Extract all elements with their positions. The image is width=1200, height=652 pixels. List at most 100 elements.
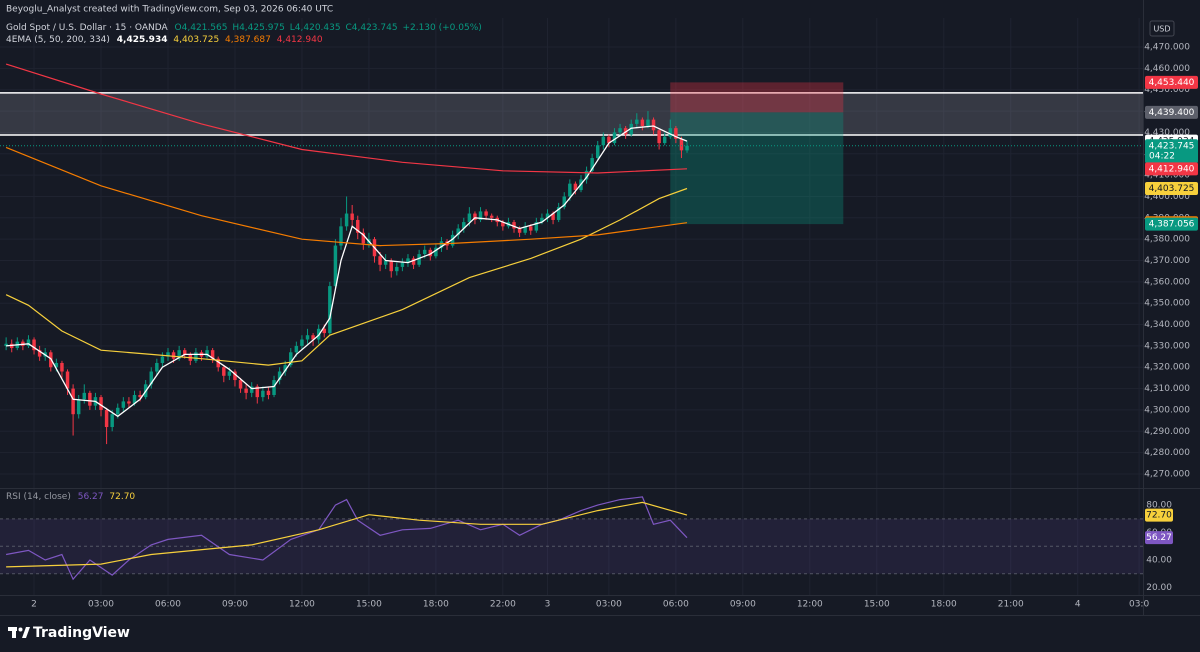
price-tag-label: 72.70 [1146, 511, 1172, 521]
y-tick-label: 4,370.000 [1144, 256, 1190, 266]
candle-body [411, 258, 416, 265]
candle-body [244, 388, 248, 393]
y-tick-label: 40.00 [1146, 556, 1172, 566]
y-tick-label: 4,290.000 [1144, 427, 1190, 437]
candle-body [205, 350, 209, 357]
candle-body [529, 226, 533, 231]
candle-body [104, 409, 109, 428]
candle-body [339, 226, 343, 246]
candle-body [618, 128, 622, 133]
ohlc-close: C4,423.745 [345, 23, 397, 33]
candle-body [389, 260, 393, 272]
candle-body [26, 339, 31, 346]
price-tag [1145, 105, 1198, 119]
candle-body [160, 356, 165, 363]
y-tick-label: 4,350.000 [1144, 299, 1190, 309]
y-tick-label: 4,330.000 [1144, 341, 1190, 351]
line [6, 501, 688, 568]
candle-body [183, 350, 187, 355]
candle-body [322, 328, 326, 334]
ema-value: 4,412.940 [277, 35, 323, 45]
candle-body [65, 371, 70, 389]
candle-body [4, 343, 8, 346]
y-tick-label: 4,450.000 [1144, 85, 1190, 95]
candle-body [328, 286, 332, 334]
candle-body [272, 380, 276, 395]
y-tick-label: 4,320.000 [1144, 363, 1190, 373]
x-tick-label: 12:00 [797, 600, 823, 610]
candle-body [333, 245, 338, 287]
ema-value: 4,387.687 [225, 35, 271, 45]
x-tick-label: 2 [31, 600, 37, 610]
rsi-value: 72.70 [109, 492, 135, 502]
y-tick-label: 4,400.000 [1144, 192, 1190, 202]
candle-body [674, 128, 678, 139]
plot-layer [0, 63, 1143, 581]
y-tick-label: 4,340.000 [1144, 320, 1190, 330]
x-tick-label: 4 [1075, 600, 1081, 610]
y-tick-label: 4,380.000 [1144, 235, 1190, 245]
line [5, 496, 688, 581]
candle-body [82, 392, 87, 400]
y-tick-label: 4,470.000 [1144, 43, 1190, 53]
candle-body [534, 222, 539, 231]
currency-button[interactable] [1149, 20, 1175, 37]
x-tick-label: 03:00 [88, 600, 114, 610]
candle-body [294, 345, 299, 353]
y-tick-label: 4,430.000 [1144, 128, 1190, 138]
candle-body [596, 145, 600, 159]
rsi-title: RSI (14, close) [6, 492, 71, 502]
candle-body [478, 211, 483, 220]
candle-body [155, 362, 159, 372]
candle-body [523, 226, 527, 233]
candle-body [110, 414, 114, 428]
x-tick-label: 15:00 [864, 600, 890, 610]
indicator-legend: 4EMA (5, 50, 200, 334) 4,425.934 4,403.7… [6, 35, 323, 45]
y-tick-label: 4,300.000 [1144, 405, 1190, 415]
price-tag [1145, 531, 1173, 545]
legend: Gold Spot / U.S. Dollar · 15 · OANDA O4,… [6, 23, 482, 33]
candle-body [255, 386, 260, 398]
price-tag [1145, 75, 1198, 89]
candle-body [462, 222, 466, 229]
candle-body [261, 390, 265, 398]
candle-body [60, 362, 64, 372]
y-tick-label: 4,270.000 [1144, 469, 1190, 479]
brand-logo [8, 627, 30, 638]
candle-body [612, 132, 617, 144]
x-tick-label: 12:00 [289, 600, 315, 610]
candle-body [601, 136, 606, 146]
candle-body [562, 196, 566, 208]
candle-body [88, 392, 92, 406]
candle-body [289, 352, 293, 366]
candle-body [501, 222, 505, 227]
y-tick-label: 4,410.000 [1144, 171, 1190, 181]
candle-body [249, 386, 254, 393]
candle-body [417, 254, 421, 265]
candle-body [54, 362, 59, 368]
price-tag-label: 4,403.725 [1149, 184, 1195, 194]
candle-body [679, 138, 684, 151]
candle-body [350, 213, 354, 220]
candle-body [568, 183, 572, 197]
candle-body [512, 222, 516, 229]
candle-body [439, 241, 444, 248]
ohlc-low: L4,420.435 [290, 23, 341, 33]
candle-body [171, 352, 176, 359]
price-tag-label: 56.27 [1146, 533, 1172, 543]
ema-value: 4,403.725 [173, 35, 219, 45]
candle-body [311, 335, 315, 340]
candle-body [116, 407, 120, 415]
candle-body [233, 371, 237, 381]
candle-body [356, 219, 360, 233]
candle-body [210, 350, 215, 359]
price-tag-label: 4,453.440 [1149, 78, 1195, 88]
currency[interactable]: USD [1153, 25, 1170, 34]
candle-body [428, 249, 433, 257]
y-tick-label: 4,310.000 [1144, 384, 1190, 394]
line [5, 63, 688, 174]
candle-body [434, 247, 438, 257]
